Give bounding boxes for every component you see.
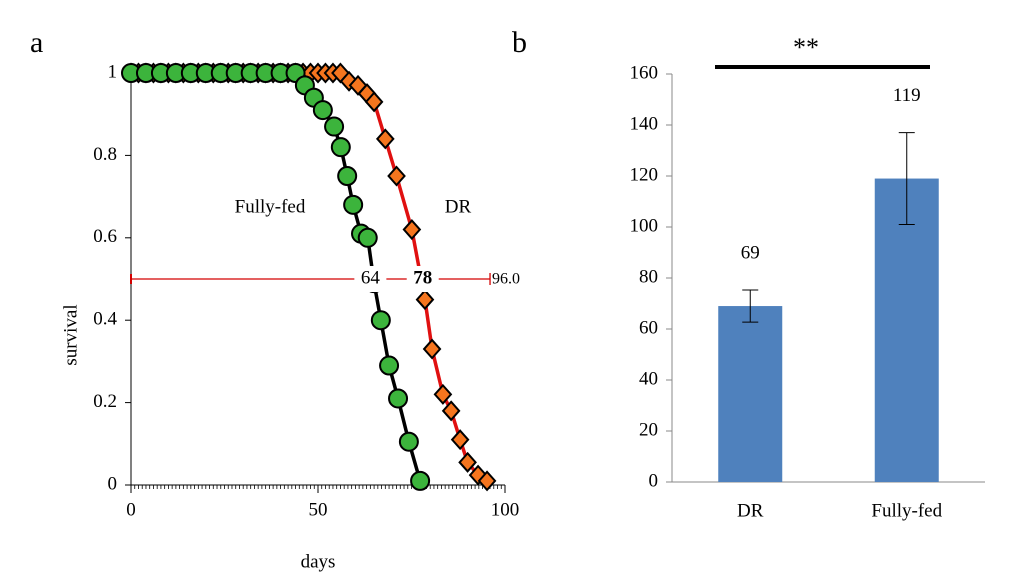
y-axis-label: survival	[60, 304, 81, 365]
marker	[410, 470, 431, 491]
marker	[441, 400, 461, 422]
marker	[343, 194, 364, 215]
marker	[364, 91, 384, 113]
marker	[433, 383, 453, 405]
panel-label: a	[30, 26, 43, 59]
marker	[415, 289, 435, 311]
median-label-bg	[406, 266, 439, 292]
x-tick-label: 100	[491, 499, 520, 520]
y-tick-label: 0.2	[93, 391, 117, 412]
bar	[874, 178, 939, 483]
y-tick-label: 0.4	[93, 309, 117, 330]
marker	[422, 338, 442, 360]
y-tick-label: 120	[630, 164, 659, 185]
y-tick-label: 0	[649, 470, 659, 491]
y-tick-label: 60	[639, 317, 658, 338]
marker	[330, 137, 351, 158]
x-tick-label: 50	[309, 499, 328, 520]
y-tick-label: 160	[630, 62, 659, 83]
marker	[337, 166, 358, 186]
median-label-bg	[354, 266, 387, 292]
y-tick-label: 0	[108, 473, 118, 494]
marker	[312, 100, 333, 121]
y-tick-label: 40	[639, 368, 658, 389]
y-tick-label: 0.6	[93, 226, 117, 247]
series-name: DR	[445, 196, 472, 217]
x-tick-label: 0	[126, 499, 136, 520]
marker	[388, 388, 409, 409]
reference-label: 96.0	[492, 271, 520, 288]
marker	[458, 451, 477, 473]
marker	[477, 470, 497, 492]
marker	[450, 429, 470, 451]
value-label: 69	[741, 242, 760, 263]
marker	[375, 128, 395, 150]
y-tick-label: 20	[639, 419, 658, 440]
significance-label: **	[793, 33, 819, 62]
marker	[387, 165, 406, 187]
bar	[718, 306, 783, 482]
value-label: 119	[893, 85, 921, 106]
median-label: 64	[361, 267, 381, 288]
marker	[379, 355, 400, 376]
x-tick-label: Fully-fed	[871, 500, 942, 521]
panel-label: b	[512, 26, 527, 59]
median-label: 78	[413, 267, 432, 288]
y-tick-label: 140	[630, 113, 659, 134]
y-tick-label: 0.8	[93, 144, 117, 165]
y-tick-label: 80	[639, 266, 658, 287]
y-tick-label: 100	[630, 215, 659, 236]
marker	[398, 431, 419, 452]
x-tick-label: DR	[737, 500, 764, 521]
marker	[370, 310, 391, 331]
marker	[324, 116, 345, 137]
x-axis-label: days	[301, 551, 336, 572]
series-name: Fully-fed	[235, 196, 306, 217]
y-tick-label: 1	[108, 61, 118, 82]
marker	[357, 227, 378, 248]
marker	[402, 219, 422, 241]
